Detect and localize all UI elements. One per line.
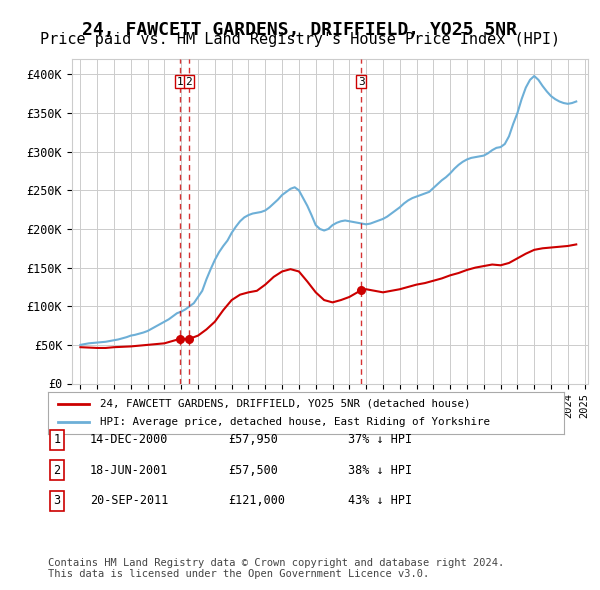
Text: 2: 2: [53, 464, 61, 477]
Text: 38% ↓ HPI: 38% ↓ HPI: [348, 464, 412, 477]
Text: Contains HM Land Registry data © Crown copyright and database right 2024.
This d: Contains HM Land Registry data © Crown c…: [48, 558, 504, 579]
Text: 3: 3: [53, 494, 61, 507]
Point: [176, 334, 185, 343]
Text: HPI: Average price, detached house, East Riding of Yorkshire: HPI: Average price, detached house, East…: [100, 417, 490, 427]
Text: 1: 1: [53, 433, 61, 446]
Point: [356, 286, 366, 295]
Text: 3: 3: [358, 77, 365, 87]
Text: £57,950: £57,950: [228, 433, 278, 446]
Text: Price paid vs. HM Land Registry's House Price Index (HPI): Price paid vs. HM Land Registry's House …: [40, 32, 560, 47]
Text: 2: 2: [185, 77, 193, 87]
Point: [184, 335, 194, 344]
Text: 14-DEC-2000: 14-DEC-2000: [90, 433, 169, 446]
Text: 24, FAWCETT GARDENS, DRIFFIELD, YO25 5NR (detached house): 24, FAWCETT GARDENS, DRIFFIELD, YO25 5NR…: [100, 399, 470, 409]
Text: £121,000: £121,000: [228, 494, 285, 507]
Text: 37% ↓ HPI: 37% ↓ HPI: [348, 433, 412, 446]
Text: 43% ↓ HPI: 43% ↓ HPI: [348, 494, 412, 507]
Text: £57,500: £57,500: [228, 464, 278, 477]
Text: 24, FAWCETT GARDENS, DRIFFIELD, YO25 5NR: 24, FAWCETT GARDENS, DRIFFIELD, YO25 5NR: [83, 21, 517, 39]
Text: 18-JUN-2001: 18-JUN-2001: [90, 464, 169, 477]
Text: 20-SEP-2011: 20-SEP-2011: [90, 494, 169, 507]
Text: 1: 1: [177, 77, 184, 87]
